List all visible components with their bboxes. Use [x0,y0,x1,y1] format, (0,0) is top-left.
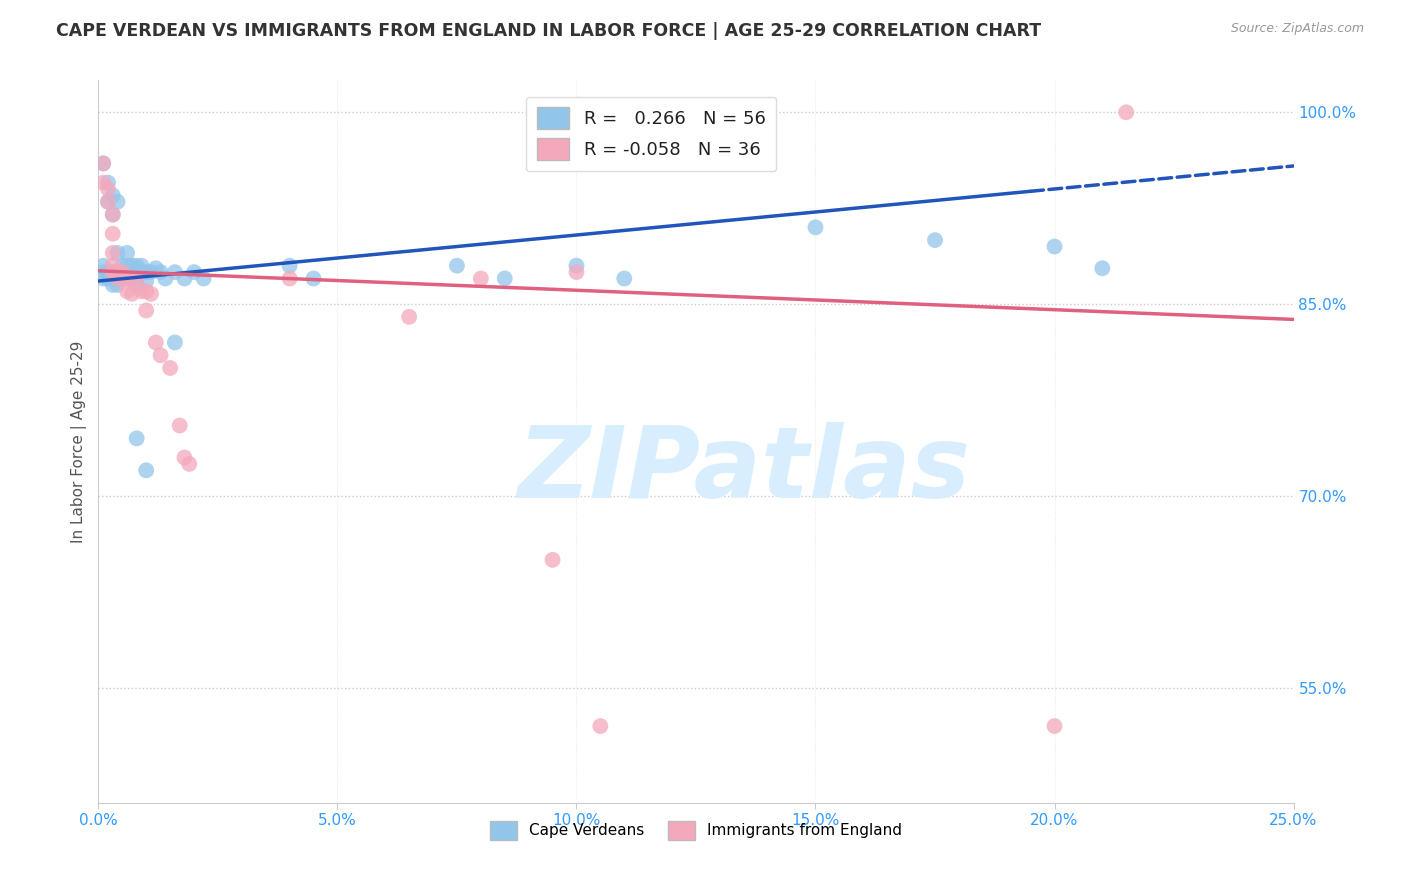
Point [155,271,177,285]
Point [101,246,124,260]
Point [101,271,124,285]
Text: Source: ZipAtlas.com: Source: ZipAtlas.com [1230,22,1364,36]
Point [565,265,588,279]
Point [97,182,120,196]
Point [125,277,148,292]
Point [131,285,153,299]
Point [446,259,468,273]
Point [159,361,181,376]
Point [97,271,120,285]
Point [115,246,138,260]
Point [183,265,205,279]
Point [107,271,129,285]
Point [107,271,129,285]
Point [149,348,172,362]
Point [163,265,186,279]
Point [91,259,114,273]
Point [163,335,186,350]
Point [101,265,124,279]
Point [125,259,148,273]
Point [101,208,124,222]
Point [91,156,114,170]
Point [121,286,143,301]
Point [121,265,143,279]
Point [91,265,114,279]
Point [115,271,138,285]
Point [111,259,134,273]
Point [145,335,167,350]
Point [101,259,124,273]
Point [131,265,153,279]
Point [278,271,301,285]
Point [97,194,120,209]
Point [121,259,143,273]
Point [97,176,120,190]
Point [804,220,827,235]
Point [107,246,129,260]
Point [115,259,138,273]
Y-axis label: In Labor Force | Age 25-29: In Labor Force | Age 25-29 [72,341,87,542]
Point [1043,239,1066,253]
Point [125,271,148,285]
Point [494,271,516,285]
Point [145,261,167,276]
Point [107,277,129,292]
Point [107,265,129,279]
Point [398,310,420,324]
Point [111,265,134,279]
Text: ZIPatlas: ZIPatlas [517,422,970,519]
Point [1043,719,1066,733]
Point [179,457,201,471]
Point [131,259,153,273]
Point [121,271,143,285]
Point [302,271,325,285]
Point [107,194,129,209]
Point [1115,105,1137,120]
Point [107,265,129,279]
Point [135,463,157,477]
Text: CAPE VERDEAN VS IMMIGRANTS FROM ENGLAND IN LABOR FORCE | AGE 25-29 CORRELATION C: CAPE VERDEAN VS IMMIGRANTS FROM ENGLAND … [56,22,1042,40]
Point [135,303,157,318]
Point [173,271,195,285]
Point [101,227,124,241]
Point [470,271,492,285]
Point [149,265,172,279]
Point [111,265,134,279]
Point [111,271,134,285]
Point [91,156,114,170]
Point [115,271,138,285]
Point [193,271,215,285]
Point [97,194,120,209]
Point [173,450,195,465]
Point [135,285,157,299]
Point [125,271,148,285]
Point [101,188,124,202]
Point [115,265,138,279]
Point [278,259,301,273]
Point [91,271,114,285]
Point [589,719,612,733]
Point [139,286,162,301]
Point [115,285,138,299]
Legend: Cape Verdeans, Immigrants from England: Cape Verdeans, Immigrants from England [484,815,908,846]
Point [1091,261,1114,276]
Point [924,233,946,247]
Point [125,431,148,445]
Point [121,271,143,285]
Point [135,265,157,279]
Point [541,553,564,567]
Point [565,259,588,273]
Point [101,208,124,222]
Point [169,418,191,433]
Point [97,265,120,279]
Point [139,265,162,279]
Point [91,176,114,190]
Point [101,265,124,279]
Point [101,277,124,292]
Point [111,271,134,285]
Point [613,271,636,285]
Point [135,274,157,288]
